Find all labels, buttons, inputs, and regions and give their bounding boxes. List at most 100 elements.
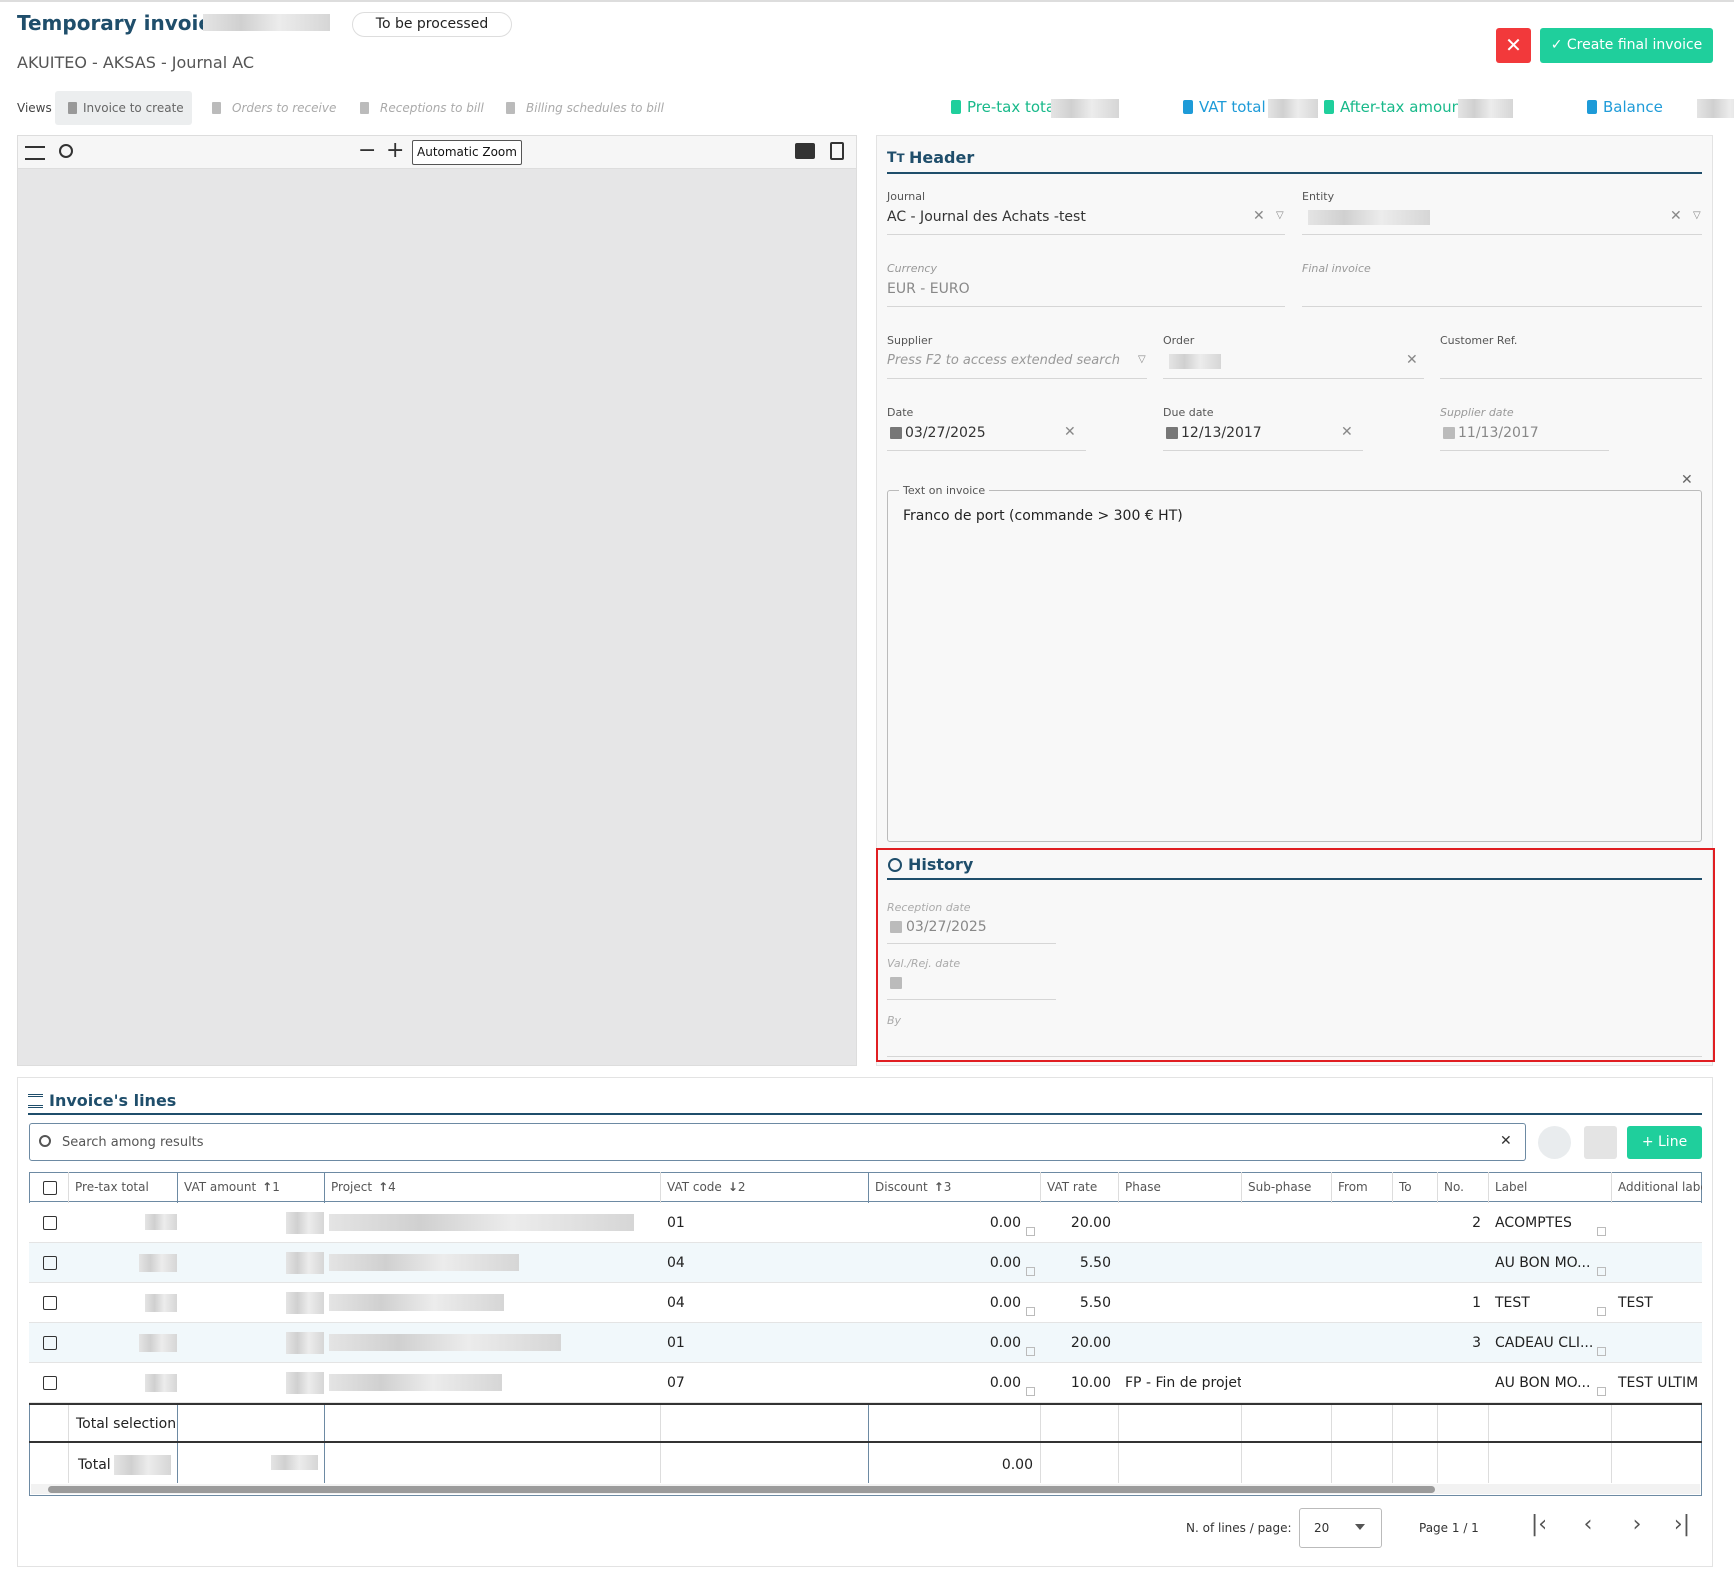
total-selection-row — [29, 1405, 1702, 1443]
row-checkbox[interactable] — [43, 1336, 57, 1350]
lines-panel — [17, 1077, 1713, 1567]
column-title: Discount — [875, 1180, 928, 1194]
row-checkbox[interactable] — [43, 1256, 57, 1270]
zoom-in[interactable]: + — [386, 138, 405, 163]
field-value[interactable]: 11/13/2017 — [1458, 425, 1539, 441]
page-nav-button[interactable]: ›| — [1673, 1512, 1691, 1537]
row-checkbox[interactable] — [43, 1216, 57, 1230]
totals-rule — [29, 1403, 1702, 1405]
clear-button[interactable]: ✕ — [1253, 208, 1265, 224]
column-header[interactable]: Additional label — [1611, 1172, 1702, 1202]
cell: 5.50 — [1079, 1255, 1111, 1271]
field-underline — [887, 306, 1285, 307]
sort-arrow: ↑ — [262, 1180, 273, 1194]
column-header[interactable]: VAT code ↓2 — [660, 1172, 868, 1202]
column-title: Phase — [1125, 1180, 1161, 1194]
total-label: Pre-tax total — [967, 98, 1060, 116]
page-nav-button[interactable]: › — [1632, 1512, 1642, 1537]
clear-button[interactable]: ✕ — [1670, 208, 1682, 224]
column-header[interactable]: Discount ↑3 — [868, 1172, 1040, 1202]
scrollbar-thumb[interactable] — [48, 1486, 1435, 1493]
zoom-select[interactable]: Automatic Zoom — [412, 140, 522, 165]
section-rule — [887, 172, 1702, 174]
dropdown-arrow[interactable]: ▽ — [1693, 210, 1701, 221]
row-checkbox[interactable] — [43, 1296, 57, 1310]
column-header[interactable]: Pre-tax total — [68, 1172, 177, 1202]
column-header[interactable]: Label — [1488, 1172, 1611, 1202]
dropdown-arrow[interactable]: ▽ — [1138, 354, 1146, 365]
page-nav-button[interactable]: ‹ — [1583, 1512, 1593, 1537]
page-size-select[interactable]: 20 — [1299, 1508, 1382, 1548]
column-header[interactable]: Phase — [1118, 1172, 1241, 1202]
cell: Total selection — [76, 1416, 177, 1432]
text-on-invoice-label: Text on invoice — [899, 485, 990, 496]
column-header[interactable]: No. — [1437, 1172, 1488, 1202]
column-header[interactable]: From — [1331, 1172, 1392, 1202]
view-tab[interactable]: Billing schedules to bill — [504, 91, 664, 125]
blurred-value — [1051, 99, 1119, 118]
zoom-out[interactable]: − — [358, 138, 377, 163]
columns-button[interactable] — [1538, 1126, 1571, 1159]
cell: 2 — [1472, 1215, 1481, 1231]
tab-icon — [360, 102, 369, 114]
edit-icon — [1597, 1267, 1606, 1276]
row-checkbox[interactable] — [43, 1376, 57, 1390]
print-button[interactable] — [795, 143, 815, 159]
blurred-value — [145, 1214, 177, 1230]
cell: 04 — [667, 1255, 685, 1271]
calendar-icon — [1166, 427, 1178, 439]
field-value[interactable]: 12/13/2017 — [1181, 425, 1262, 441]
column-header[interactable]: Sub-phase — [1241, 1172, 1331, 1202]
column-header[interactable]: Project ↑4 — [324, 1172, 660, 1202]
text-clear[interactable]: ✕ — [1681, 472, 1693, 488]
field-placeholder[interactable]: Press F2 to access extended search — [887, 353, 1120, 368]
history-underline — [887, 999, 1056, 1000]
calendar-icon — [890, 921, 902, 933]
view-tab[interactable]: Receptions to bill — [358, 91, 494, 125]
field-value[interactable]: EUR - EURO — [887, 281, 970, 297]
blurred-value — [286, 1212, 324, 1234]
title-icon: TT — [887, 150, 905, 166]
view-tab[interactable]: Orders to receive — [210, 91, 350, 125]
column-title: Additional label — [1618, 1180, 1702, 1194]
cell: FP - Fin de projet — [1125, 1375, 1241, 1391]
blurred-value — [271, 1455, 318, 1470]
sidebar-toggle[interactable] — [25, 146, 45, 160]
clear-button[interactable]: ✕ — [1406, 352, 1418, 368]
column-title: From — [1338, 1180, 1368, 1194]
field-value[interactable]: AC - Journal des Achats -test — [887, 209, 1086, 225]
button-label: Line — [1658, 1134, 1688, 1150]
view-tab[interactable]: Invoice to create — [55, 91, 192, 125]
tab-icon — [212, 102, 221, 114]
cancel-button[interactable]: ✕ — [1496, 28, 1531, 63]
create-final-invoice-button[interactable]: ✓ Create final invoice — [1540, 28, 1713, 63]
field-value[interactable]: 03/27/2025 — [905, 425, 986, 441]
blurred-value — [139, 1334, 177, 1352]
clear-button[interactable]: ✕ — [1341, 424, 1353, 440]
select-all[interactable] — [43, 1181, 57, 1195]
top-border — [0, 0, 1734, 2]
clear-button[interactable]: ✕ — [1064, 424, 1076, 440]
calendar-icon — [890, 427, 902, 439]
field-label: Supplier — [887, 334, 933, 347]
total-icon — [1587, 100, 1597, 114]
search-box[interactable] — [29, 1123, 1526, 1161]
column-title: VAT rate — [1047, 1180, 1098, 1194]
download-button[interactable] — [830, 142, 844, 160]
status-badge[interactable]: To be processed — [352, 12, 512, 37]
field-label: Currency — [887, 262, 937, 275]
add-line-button[interactable]: + Line — [1627, 1126, 1702, 1159]
search-icon[interactable] — [59, 144, 73, 158]
column-header[interactable]: To — [1392, 1172, 1437, 1202]
dropdown-arrow[interactable]: ▽ — [1276, 210, 1284, 221]
tab-icon — [506, 102, 515, 114]
column-header[interactable]: VAT amount ↑1 — [177, 1172, 324, 1202]
delete-button[interactable] — [1584, 1126, 1617, 1159]
column-header[interactable]: VAT rate — [1040, 1172, 1118, 1202]
lines-rule — [28, 1113, 1702, 1115]
column-title: No. — [1444, 1180, 1464, 1194]
search-clear[interactable]: ✕ — [1500, 1133, 1512, 1149]
page-nav-button[interactable]: |‹ — [1530, 1512, 1548, 1537]
column-title: Label — [1495, 1180, 1528, 1194]
text-on-invoice-box[interactable] — [887, 490, 1702, 842]
